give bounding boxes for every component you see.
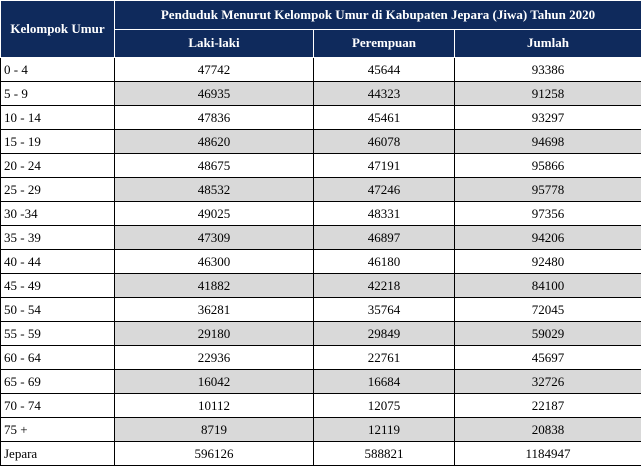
female-cell: 588821 (313, 441, 455, 466)
age-cell: 75 + (0, 417, 115, 442)
female-header: Perempuan (313, 28, 455, 58)
total-cell: 93386 (454, 57, 641, 82)
table-row: 70 - 74 10112 12075 22187 (0, 393, 641, 418)
table-row: 75 + 8719 12119 20838 (0, 417, 641, 442)
table-row: 55 - 59 29180 29849 59029 (0, 321, 641, 346)
male-cell: 41882 (114, 273, 314, 298)
female-cell: 46078 (313, 129, 455, 154)
table-row: 5 - 9 46935 44323 91258 (0, 81, 641, 106)
female-cell: 35764 (313, 297, 455, 322)
female-cell: 29849 (313, 321, 455, 346)
age-cell: 45 - 49 (0, 273, 115, 298)
table-row: 35 - 39 47309 46897 94206 (0, 225, 641, 250)
female-cell: 44323 (313, 81, 455, 106)
table-row: 0 - 4 47742 45644 93386 (0, 57, 641, 82)
total-cell: 91258 (454, 81, 641, 106)
female-cell: 12075 (313, 393, 455, 418)
female-cell: 45461 (313, 105, 455, 130)
total-cell: 94206 (454, 225, 641, 250)
total-row: Jepara 596126 588821 1184947 (0, 441, 641, 466)
table-row: 50 - 54 36281 35764 72045 (0, 297, 641, 322)
male-cell: 48675 (114, 153, 314, 178)
age-cell: 20 - 24 (0, 153, 115, 178)
total-cell: 20838 (454, 417, 641, 442)
total-cell: 94698 (454, 129, 641, 154)
female-cell: 48331 (313, 201, 455, 226)
male-cell: 47742 (114, 57, 314, 82)
total-cell: 1184947 (454, 441, 641, 466)
table-body: 0 - 4 47742 45644 93386 5 - 9 46935 4432… (0, 57, 641, 466)
table-row: 30 -34 49025 48331 97356 (0, 201, 641, 226)
total-cell: 84100 (454, 273, 641, 298)
age-cell: 10 - 14 (0, 105, 115, 130)
male-cell: 36281 (114, 297, 314, 322)
table-title: Penduduk Menurut Kelompok Umur di Kabupa… (114, 0, 641, 30)
total-cell: 72045 (454, 297, 641, 322)
male-cell: 48532 (114, 177, 314, 202)
male-cell: 29180 (114, 321, 314, 346)
total-cell: 95778 (454, 177, 641, 202)
male-cell: 46300 (114, 249, 314, 274)
total-cell: 93297 (454, 105, 641, 130)
age-cell: 65 - 69 (0, 369, 115, 394)
age-cell: 35 - 39 (0, 225, 115, 250)
female-cell: 45644 (313, 57, 455, 82)
male-header: Laki-laki (114, 28, 314, 58)
female-cell: 46180 (313, 249, 455, 274)
total-cell: 95866 (454, 153, 641, 178)
male-cell: 47309 (114, 225, 314, 250)
total-cell: 92480 (454, 249, 641, 274)
total-header: Jumlah (454, 28, 641, 58)
male-cell: 22936 (114, 345, 314, 370)
age-cell: 25 - 29 (0, 177, 115, 202)
female-cell: 47246 (313, 177, 455, 202)
female-cell: 22761 (313, 345, 455, 370)
age-cell: 70 - 74 (0, 393, 115, 418)
age-cell: 50 - 54 (0, 297, 115, 322)
age-cell: 5 - 9 (0, 81, 115, 106)
total-cell: 45697 (454, 345, 641, 370)
male-cell: 596126 (114, 441, 314, 466)
female-cell: 47191 (313, 153, 455, 178)
total-cell: 59029 (454, 321, 641, 346)
total-cell: 32726 (454, 369, 641, 394)
total-cell: 22187 (454, 393, 641, 418)
age-cell: Jepara (0, 441, 115, 466)
table-row: 10 - 14 47836 45461 93297 (0, 105, 641, 130)
age-cell: 40 - 44 (0, 249, 115, 274)
age-cell: 55 - 59 (0, 321, 115, 346)
table-row: 20 - 24 48675 47191 95866 (0, 153, 641, 178)
female-cell: 16684 (313, 369, 455, 394)
table-row: 40 - 44 46300 46180 92480 (0, 249, 641, 274)
male-cell: 16042 (114, 369, 314, 394)
table-row: 25 - 29 48532 47246 95778 (0, 177, 641, 202)
table-row: 45 - 49 41882 42218 84100 (0, 273, 641, 298)
age-group-header: Kelompok Umur (0, 0, 115, 58)
male-cell: 48620 (114, 129, 314, 154)
age-cell: 30 -34 (0, 201, 115, 226)
female-cell: 12119 (313, 417, 455, 442)
table-row: 60 - 64 22936 22761 45697 (0, 345, 641, 370)
total-cell: 97356 (454, 201, 641, 226)
table-row: 15 - 19 48620 46078 94698 (0, 129, 641, 154)
male-cell: 10112 (114, 393, 314, 418)
female-cell: 46897 (313, 225, 455, 250)
male-cell: 49025 (114, 201, 314, 226)
male-cell: 47836 (114, 105, 314, 130)
male-cell: 46935 (114, 81, 314, 106)
female-cell: 42218 (313, 273, 455, 298)
age-cell: 0 - 4 (0, 57, 115, 82)
male-cell: 8719 (114, 417, 314, 442)
age-cell: 60 - 64 (0, 345, 115, 370)
table-row: 65 - 69 16042 16684 32726 (0, 369, 641, 394)
age-cell: 15 - 19 (0, 129, 115, 154)
